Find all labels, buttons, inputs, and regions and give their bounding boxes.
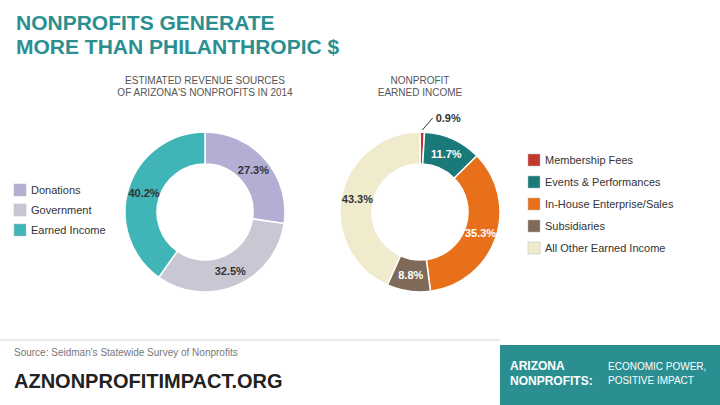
- data-label: 40.2%: [128, 187, 159, 199]
- slice: [205, 132, 285, 224]
- legend-entry: In-House Enterprise/Sales: [545, 198, 674, 210]
- source: Source: Seidman's Statewide Survey of No…: [14, 347, 238, 358]
- legend-swatch: [528, 176, 540, 188]
- legend-entry: Subsidiaries: [545, 220, 605, 232]
- banner: [500, 345, 720, 405]
- legend-entry: Earned Income: [31, 224, 106, 236]
- legend-swatch: [528, 154, 540, 166]
- legend-swatch: [14, 204, 26, 216]
- legend-swatch: [14, 184, 26, 196]
- legend-swatch: [14, 224, 26, 236]
- data-label: 0.9%: [436, 112, 461, 124]
- data-label: 11.7%: [431, 148, 462, 160]
- website: AZNONPROFITIMPACT.ORG: [14, 370, 283, 392]
- legend-swatch: [528, 242, 540, 254]
- subtitle: NONPROFITEARNED INCOME: [378, 75, 463, 98]
- chart: NONPROFITS GENERATEMORE THAN PHILANTHROP…: [0, 0, 720, 405]
- legend: Donations Government Earned Income: [14, 184, 106, 236]
- data-labels: 27.3% 32.5% 40.2%: [128, 164, 269, 277]
- slice: [159, 219, 284, 292]
- data-label: 35.3%: [465, 227, 496, 239]
- data-label: 8.8%: [398, 269, 423, 281]
- legend-swatch: [528, 220, 540, 232]
- separator: [0, 340, 500, 341]
- legend-entry: All Other Earned Income: [545, 242, 665, 254]
- legend-entry: Membership Fees: [545, 154, 634, 166]
- data-label: 27.3%: [238, 164, 269, 176]
- data-labels: 0.9% 11.7% 35.3% 8.8% 43.3%: [342, 112, 497, 281]
- slice: [125, 132, 205, 277]
- legend-entry: Events & Performances: [545, 176, 661, 188]
- subtitle: ESTIMATED REVENUE SOURCESOF ARIZONA'S NO…: [117, 75, 293, 98]
- legend-entry: Government: [31, 204, 92, 216]
- title: NONPROFITS GENERATEMORE THAN PHILANTHROP…: [16, 11, 339, 58]
- donut: [125, 132, 285, 292]
- slice: [340, 132, 420, 285]
- banner-title: ARIZONANONPROFITS:: [510, 359, 593, 388]
- legend: Membership Fees Events & Performances In-H…: [528, 154, 674, 254]
- donut: [340, 132, 500, 292]
- slice: [426, 156, 500, 292]
- leader-line: [422, 118, 432, 130]
- banner-subtitle: ECONOMIC POWER,POSITIVE IMPACT: [608, 361, 706, 386]
- data-label: 32.5%: [215, 265, 246, 277]
- legend-swatch: [528, 198, 540, 210]
- data-label: 43.3%: [342, 193, 373, 205]
- legend-entry: Donations: [31, 184, 81, 196]
